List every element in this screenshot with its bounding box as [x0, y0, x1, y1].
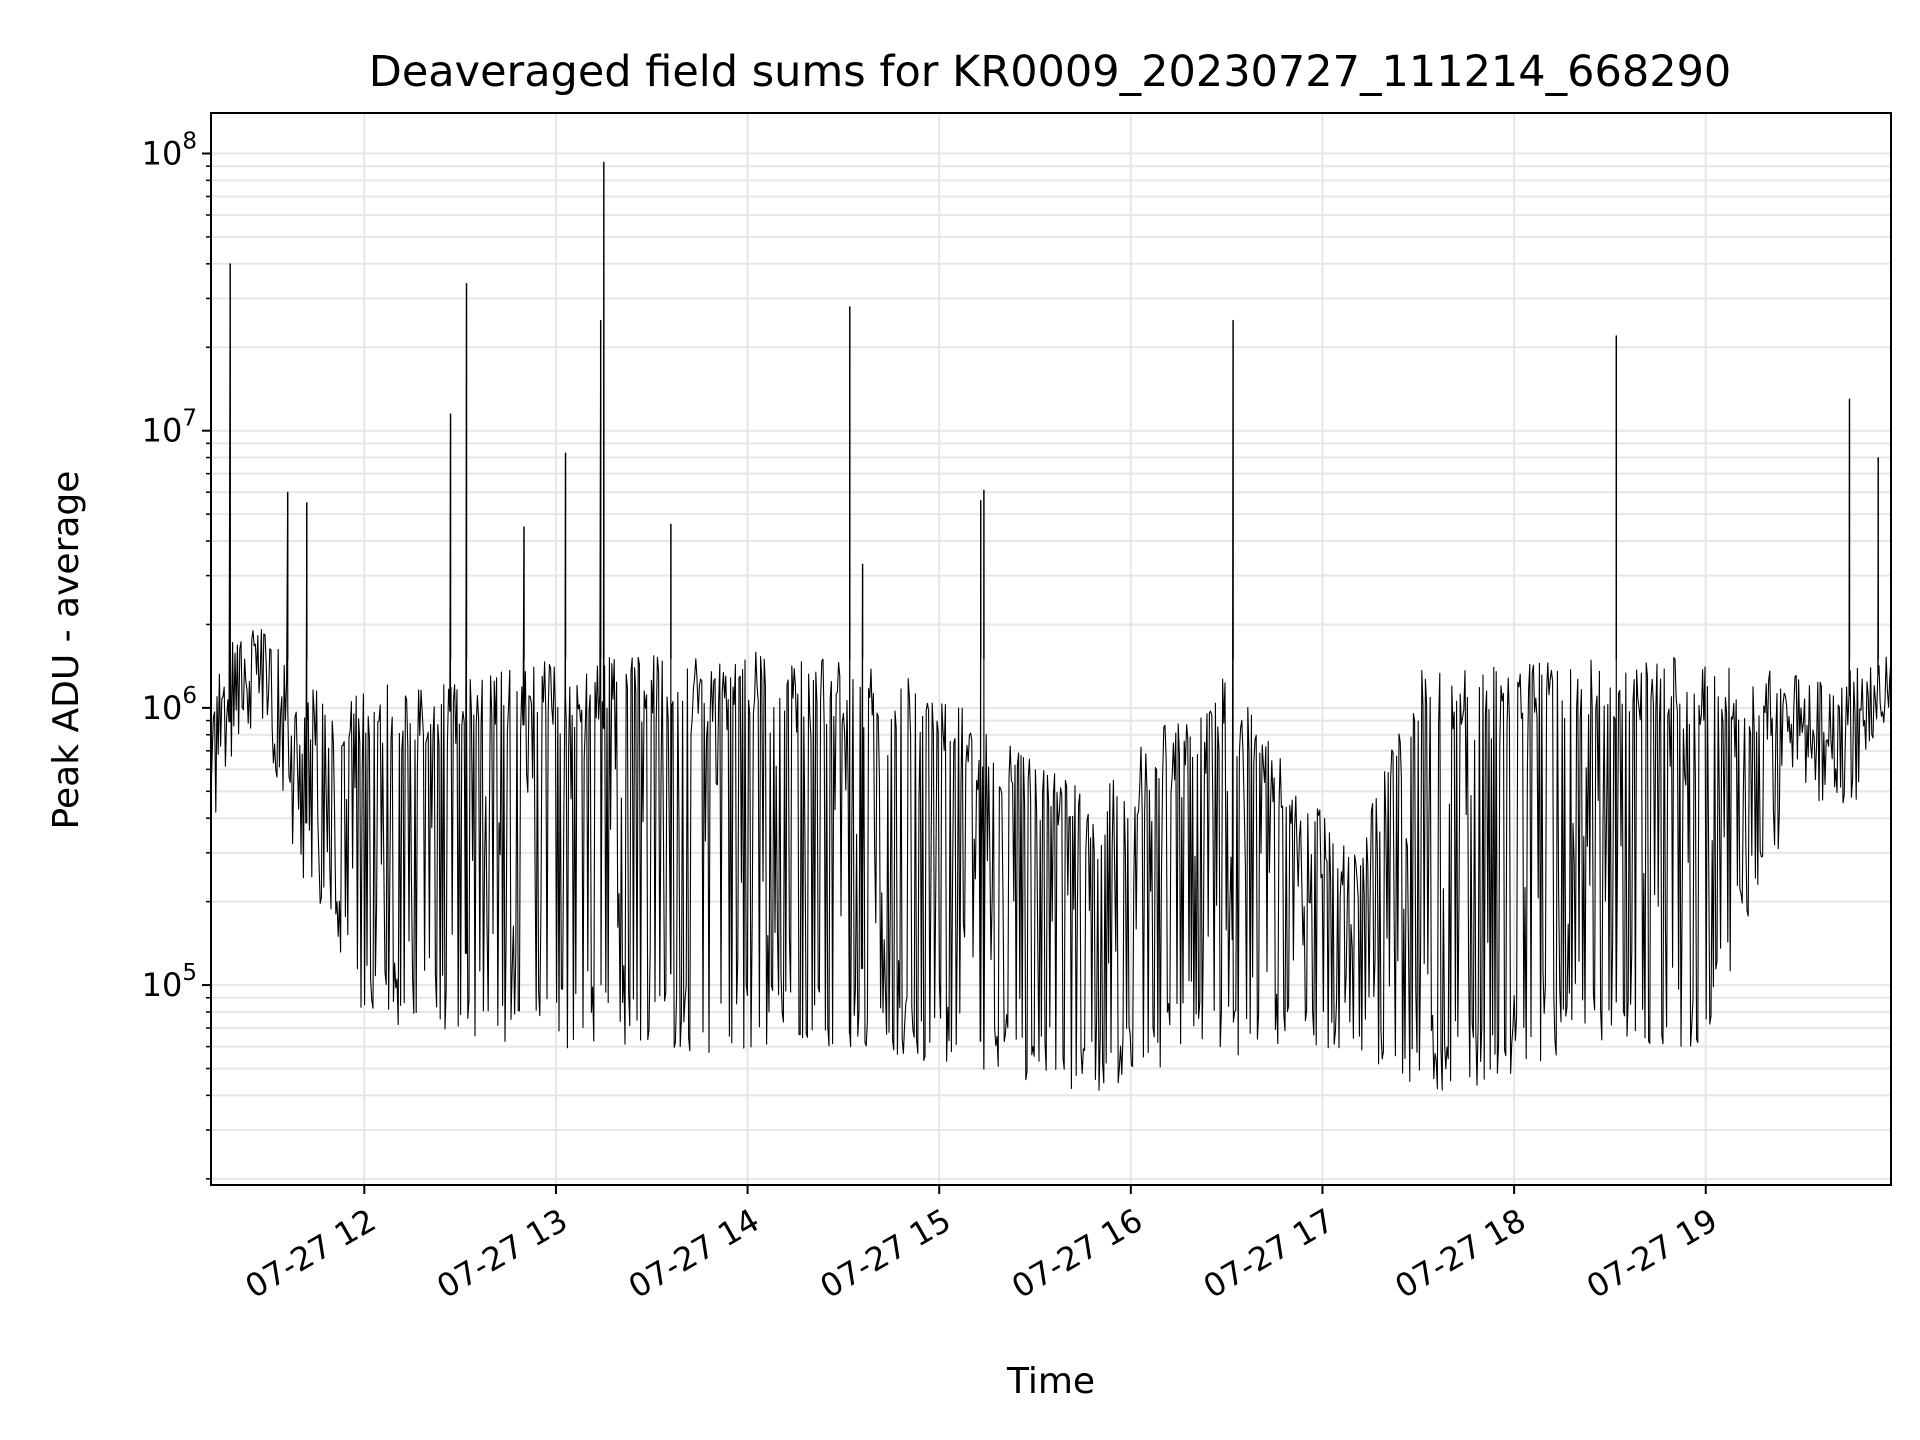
- y-tick-label: 105: [142, 960, 197, 1004]
- data-series: [210, 161, 1892, 1091]
- y-tick-label: 107: [142, 406, 197, 450]
- plot-area-frame: [210, 112, 1892, 1186]
- chart-title: Deaveraged field sums for KR0009_2023072…: [369, 47, 1732, 97]
- y-tick-label: 106: [142, 683, 197, 727]
- y-axis-title: Peak ADU - average: [46, 471, 87, 830]
- x-axis-title: Time: [1006, 1361, 1095, 1402]
- y-tick-label: 108: [142, 129, 197, 173]
- series-line: [210, 161, 1892, 1091]
